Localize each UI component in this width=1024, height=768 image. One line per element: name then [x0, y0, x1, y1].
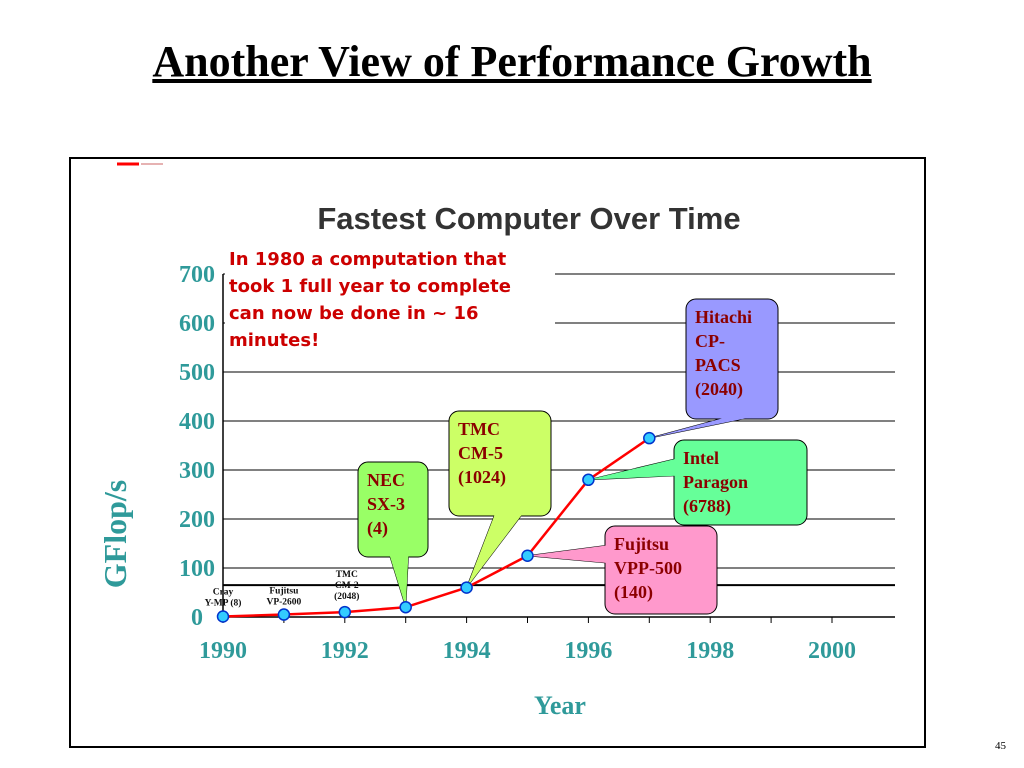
- callout-pointer-fill: [389, 555, 409, 608]
- callout-text: CM-5: [458, 443, 503, 463]
- slide-title: Another View of Performance Growth: [152, 37, 872, 86]
- callout-text: TMC: [458, 419, 500, 439]
- callout-text: (4): [367, 518, 388, 539]
- axes: 0 100 200 300 400 500 600 700 1990 1992 1994 1996 19…: [179, 262, 895, 664]
- y-tick-label: 100: [179, 556, 215, 582]
- note-line: took 1 full year to complete: [229, 276, 511, 297]
- y-axis-label: GFlop/s: [97, 480, 133, 588]
- x-tick-label: 1994: [443, 638, 491, 664]
- data-markers: [216, 431, 656, 623]
- data-point: [582, 473, 595, 487]
- callout-text: PACS: [695, 355, 741, 375]
- callout-pointer-fill: [649, 417, 753, 439]
- callouts: NEC SX-3 (4) TMC CM-5 (1024) Fujitsu VPP-500 (14…: [357, 298, 808, 615]
- callout-text: (6788): [683, 496, 731, 517]
- chart-frame: Fastest Computer Over Time 0 100 200 300 400…: [69, 157, 926, 748]
- x-tick-label: 1996: [564, 638, 612, 664]
- point-label: TMC: [336, 570, 358, 580]
- callout-pointer-fill: [527, 545, 607, 563]
- callout-box: [673, 439, 808, 526]
- series-line: [222, 437, 651, 618]
- point-label: Fujitsu: [269, 587, 299, 597]
- data-point: [216, 610, 230, 623]
- data-point: [643, 431, 656, 445]
- note-line: In 1980 a computation that: [229, 249, 507, 270]
- point-label: Y-MP (8): [205, 598, 242, 609]
- chart-title: Fastest Computer Over Time: [317, 201, 740, 236]
- x-tick-label: 2000: [808, 638, 856, 664]
- data-series: [222, 437, 651, 618]
- x-axis-label: Year: [534, 691, 586, 720]
- callout-text: CP-: [695, 331, 725, 351]
- callout-text: Intel: [683, 448, 719, 468]
- note-background: [225, 244, 555, 352]
- grid-lines: [223, 273, 895, 587]
- note-line: minutes!: [229, 330, 319, 351]
- y-tick-label: 300: [179, 458, 215, 484]
- performance-chart: Fastest Computer Over Time 0 100 200 300 400…: [97, 162, 895, 720]
- x-tick-label: 1998: [686, 638, 734, 664]
- callout-text: NEC: [367, 470, 405, 490]
- y-tick-label: 700: [179, 262, 215, 288]
- data-point: [460, 581, 473, 594]
- callout-text: Paragon: [683, 472, 748, 492]
- callout-text: (1024): [458, 467, 506, 488]
- y-tick-label: 0: [191, 605, 203, 631]
- x-tick-label: 1990: [199, 638, 247, 664]
- data-point: [277, 608, 291, 621]
- data-point: [399, 600, 412, 614]
- point-label: (2048): [334, 591, 359, 602]
- callout-box: [604, 525, 718, 615]
- annotation-note: In 1980 a computation that took 1 full ye…: [229, 249, 511, 351]
- y-tick-label: 200: [179, 507, 215, 533]
- callout-text: (140): [614, 582, 653, 603]
- y-tick-label: 400: [179, 409, 215, 435]
- data-point: [521, 549, 534, 562]
- x-tick-label: 1992: [321, 638, 369, 664]
- point-label: VP-2600: [266, 598, 301, 608]
- callout-pointer-fill: [466, 514, 523, 588]
- point-label: Cray: [213, 588, 234, 598]
- callout-text: Fujitsu: [614, 534, 669, 554]
- page-number: 45: [995, 740, 1006, 752]
- y-tick-label: 600: [179, 311, 215, 337]
- y-tick-label: 500: [179, 360, 215, 386]
- callout-text: SX-3: [367, 494, 405, 514]
- data-point: [338, 605, 352, 619]
- callout-text: (2040): [695, 379, 743, 400]
- point-label: CM-2: [335, 581, 359, 591]
- callout-text: Hitachi: [695, 307, 752, 327]
- callout-text: VPP-500: [614, 558, 682, 578]
- callout-pointer-fill: [588, 458, 676, 480]
- note-line: can now be done in ~ 16: [229, 303, 479, 324]
